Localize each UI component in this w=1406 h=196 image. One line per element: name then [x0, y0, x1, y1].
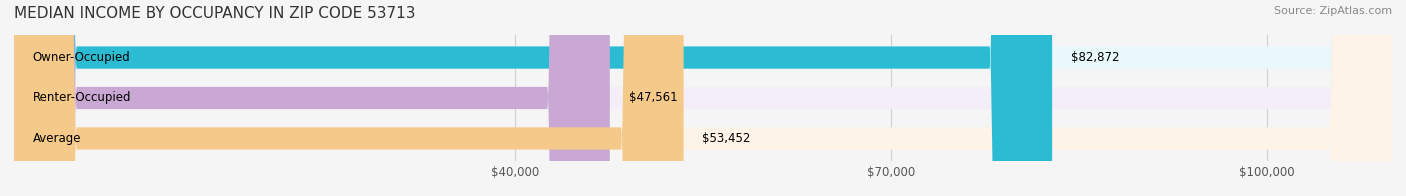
FancyBboxPatch shape	[14, 0, 610, 196]
FancyBboxPatch shape	[14, 0, 1392, 196]
Text: MEDIAN INCOME BY OCCUPANCY IN ZIP CODE 53713: MEDIAN INCOME BY OCCUPANCY IN ZIP CODE 5…	[14, 6, 416, 21]
Text: $82,872: $82,872	[1071, 51, 1119, 64]
FancyBboxPatch shape	[14, 0, 1392, 196]
Text: $53,452: $53,452	[703, 132, 751, 145]
Text: Average: Average	[32, 132, 82, 145]
FancyBboxPatch shape	[14, 0, 1052, 196]
Text: Renter-Occupied: Renter-Occupied	[32, 92, 131, 104]
Text: Owner-Occupied: Owner-Occupied	[32, 51, 131, 64]
Text: Source: ZipAtlas.com: Source: ZipAtlas.com	[1274, 6, 1392, 16]
FancyBboxPatch shape	[14, 0, 1392, 196]
FancyBboxPatch shape	[14, 0, 683, 196]
Text: $47,561: $47,561	[628, 92, 678, 104]
